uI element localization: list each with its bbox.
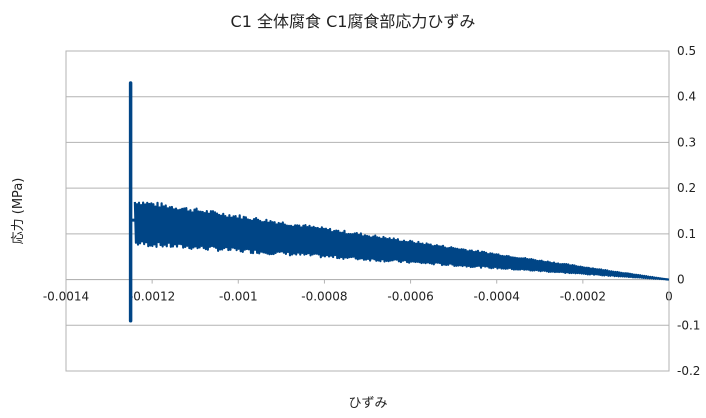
y-tick-label: 0.5 <box>677 44 696 58</box>
y-axis-label: 応力 (MPa) <box>11 178 26 245</box>
x-axis-label: ひずみ <box>348 396 387 411</box>
y-tick-label: -0.1 <box>677 318 700 332</box>
chart-title: C1 全体腐食 C1腐食部応力ひずみ <box>231 12 476 31</box>
x-tick-label: -0.0012 <box>129 290 175 304</box>
y-tick-label: 0.4 <box>677 90 696 104</box>
x-tick-label: -0.0008 <box>301 290 347 304</box>
y-tick-label: 0.3 <box>677 135 696 149</box>
y-tick-label: -0.2 <box>677 364 700 378</box>
y-tick-labels: -0.2 -0.1 0 0.1 0.2 0.3 0.4 0.5 <box>677 44 700 378</box>
x-tick-label: -0.0002 <box>560 290 606 304</box>
x-tick-label: -0.0006 <box>387 290 433 304</box>
y-tick-label: 0 <box>677 273 685 287</box>
x-tick-label: -0.0004 <box>474 290 520 304</box>
series-line <box>133 201 670 281</box>
x-tick-label: -0.001 <box>219 290 258 304</box>
x-tick-label: -0.0014 <box>43 290 89 304</box>
y-tick-label: 0.2 <box>677 181 696 195</box>
y-tick-label: 0.1 <box>677 227 696 241</box>
series-group <box>128 81 670 323</box>
